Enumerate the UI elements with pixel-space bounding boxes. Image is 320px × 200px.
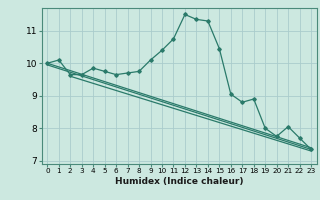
X-axis label: Humidex (Indice chaleur): Humidex (Indice chaleur) bbox=[115, 177, 244, 186]
